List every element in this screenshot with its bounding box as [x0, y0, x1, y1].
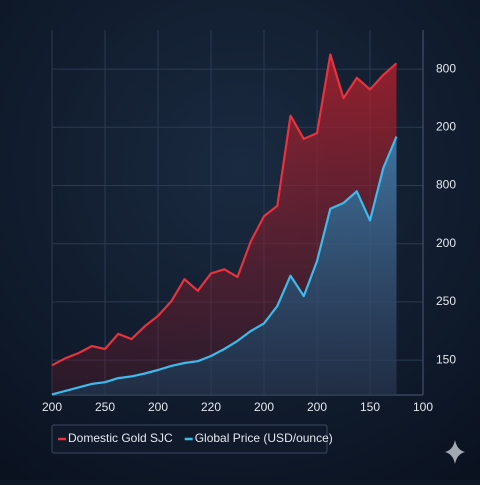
x-tick-label: 200: [148, 400, 168, 414]
legend-label: Domestic Gold SJC: [68, 431, 173, 445]
line: [51, 53, 398, 367]
legend-label: Global Price (USD/ounce): [195, 431, 333, 445]
y-tick-label: 200: [436, 236, 456, 250]
x-tick-label: 220: [201, 400, 221, 414]
x-tick-label: 150: [360, 400, 380, 414]
line: [51, 136, 398, 396]
x-tick-label: 200: [307, 400, 327, 414]
area: [52, 136, 397, 395]
y-tick-label: 800: [436, 178, 456, 192]
y-tick-label: 250: [436, 294, 456, 308]
y-tick-label: 150: [436, 352, 456, 366]
x-tick-label: 250: [95, 400, 115, 414]
x-tick-label: 200: [42, 400, 62, 414]
x-tick-label: 200: [254, 400, 274, 414]
sparkle-icon: [445, 440, 465, 464]
x-tick-label: 100: [413, 400, 433, 414]
y-tick-label: 800: [436, 61, 456, 75]
y-tick-label: 200: [436, 119, 456, 133]
